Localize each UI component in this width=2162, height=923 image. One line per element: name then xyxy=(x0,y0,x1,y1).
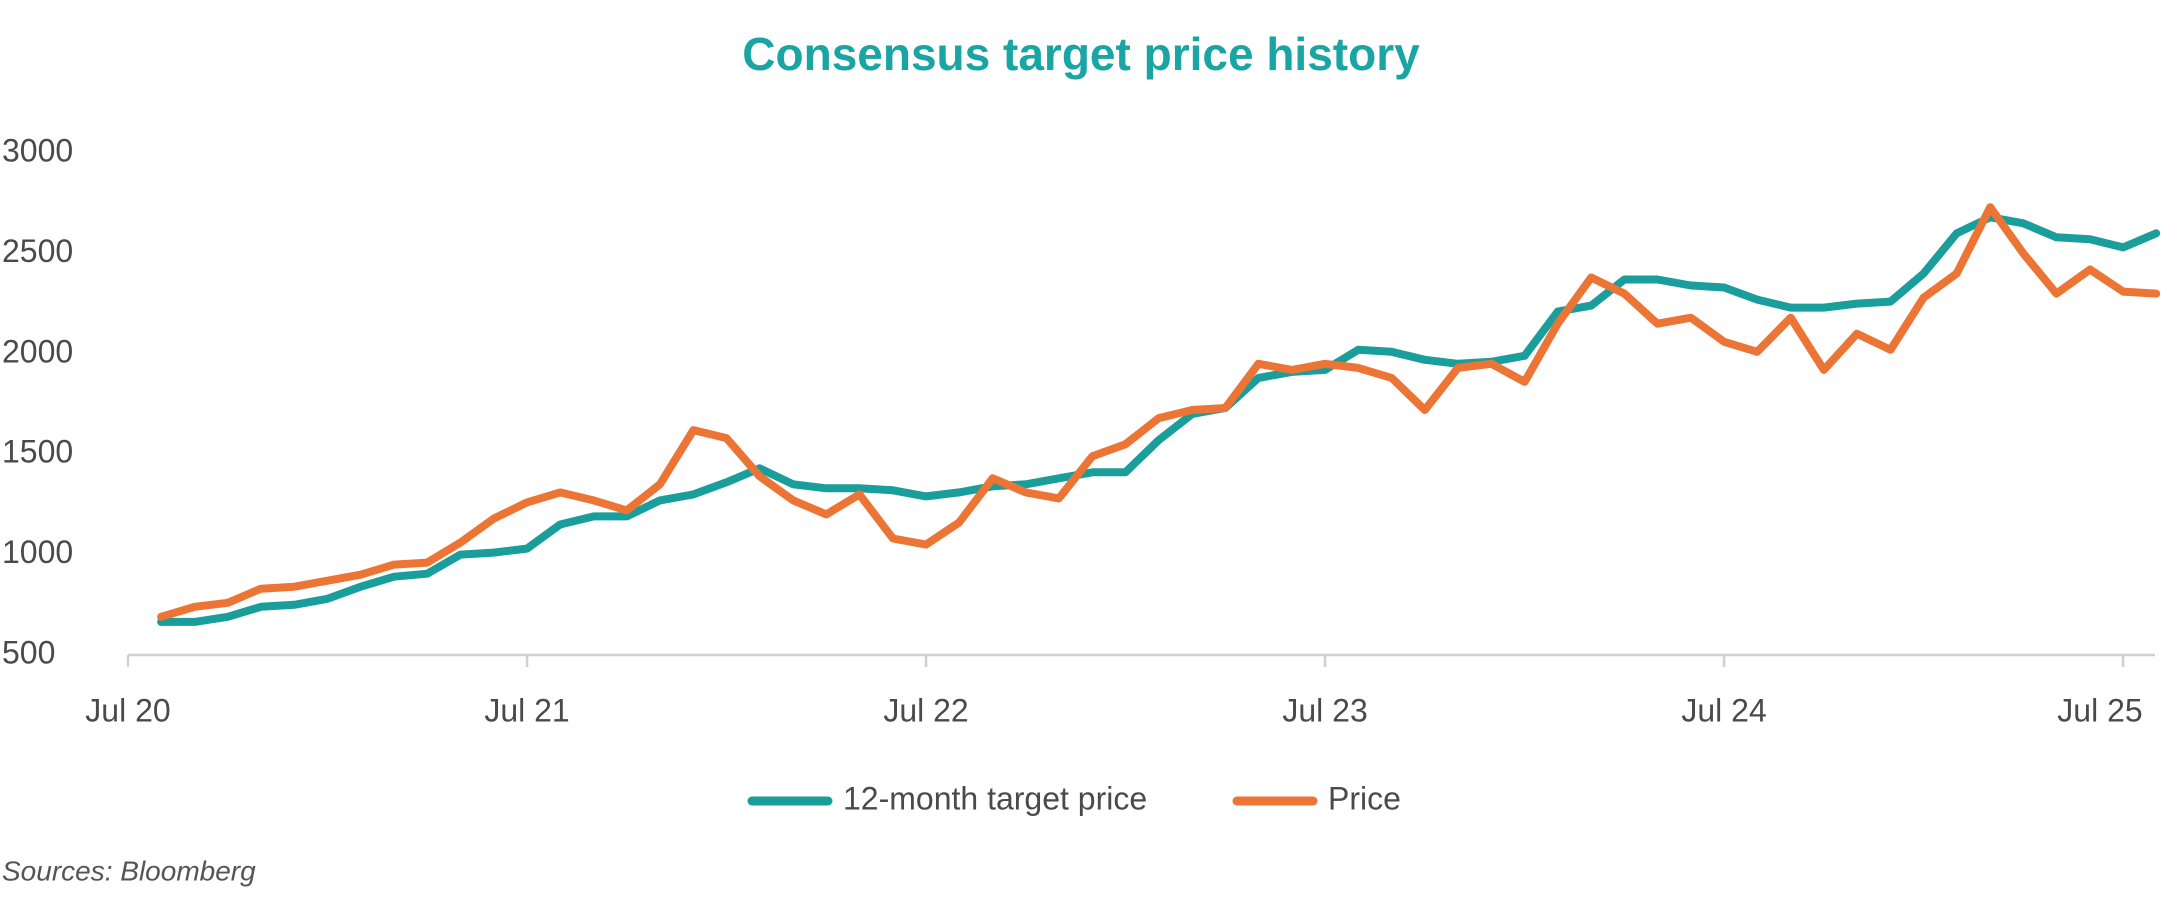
y-tick-label: 1000 xyxy=(2,534,73,570)
x-tick-label: Jul 21 xyxy=(484,692,569,728)
source-note: Sources: Bloomberg xyxy=(2,855,256,886)
y-tick-label: 1500 xyxy=(2,434,73,470)
y-tick-label: 3000 xyxy=(2,132,73,168)
legend-label: Price xyxy=(1328,780,1401,816)
x-tick-label: Jul 20 xyxy=(85,692,170,728)
series-line xyxy=(157,213,2161,626)
x-tick-label: Jul 22 xyxy=(883,692,968,728)
y-tick-label: 2000 xyxy=(2,333,73,369)
x-tick-label: Jul 24 xyxy=(1681,692,1766,728)
chart-title: Consensus target price history xyxy=(742,28,1420,80)
legend-label: 12-month target price xyxy=(843,780,1147,816)
series-line xyxy=(157,203,2161,621)
x-tick-label: Jul 25 xyxy=(2057,692,2142,728)
y-tick-label: 500 xyxy=(2,634,55,670)
x-tick-label: Jul 23 xyxy=(1282,692,1367,728)
y-tick-label: 2500 xyxy=(2,233,73,269)
